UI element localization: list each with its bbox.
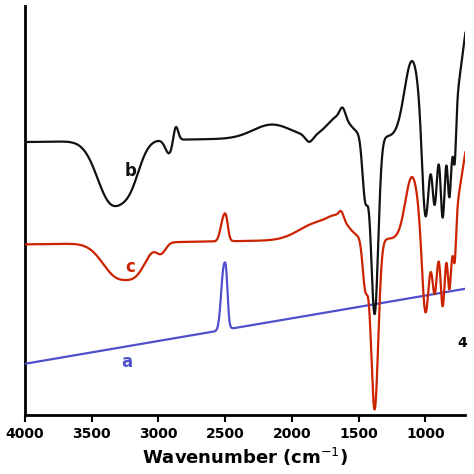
X-axis label: Wavenumber (cm$^{-1}$): Wavenumber (cm$^{-1}$) <box>142 447 348 468</box>
Text: 4: 4 <box>457 336 467 350</box>
Text: a: a <box>121 353 132 371</box>
Text: b: b <box>125 162 137 180</box>
Text: c: c <box>125 258 135 276</box>
